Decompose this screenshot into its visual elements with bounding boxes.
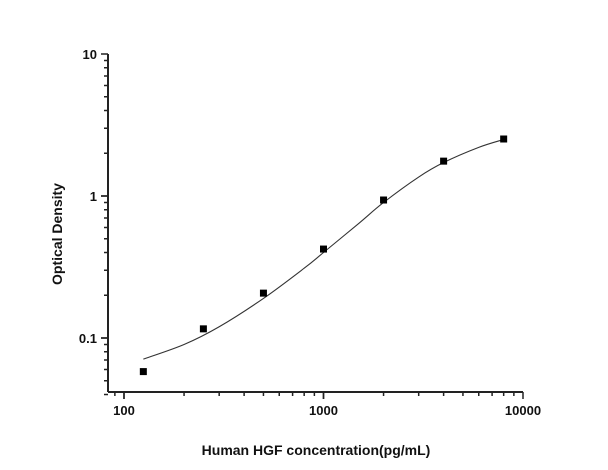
data-point [320, 245, 327, 253]
data-point [380, 196, 388, 204]
data-point [199, 325, 207, 333]
data-point [139, 368, 147, 376]
y-axis-ticks [101, 53, 108, 396]
data-point [500, 135, 508, 143]
y-tick-label: 0.1 [79, 331, 97, 346]
y-tick-labels: 0.1 1 10 [79, 47, 97, 346]
x-tick-label: 1000 [309, 403, 338, 418]
y-tick-label: 10 [83, 47, 97, 62]
data-point [440, 157, 448, 165]
data-points [139, 135, 508, 376]
data-point [259, 289, 267, 297]
x-tick-label: 100 [113, 403, 135, 418]
y-tick-label: 1 [90, 189, 97, 204]
plot-area: 0.1 1 10 100 1000 10000 [79, 47, 541, 418]
x-axis-title: Human HGF concentration(pg/mL) [202, 442, 431, 458]
x-axis-ticks [114, 392, 524, 399]
y-axis-title: Optical Density [49, 183, 65, 285]
x-tick-labels: 100 1000 10000 [113, 403, 541, 418]
x-tick-label: 10000 [505, 403, 541, 418]
